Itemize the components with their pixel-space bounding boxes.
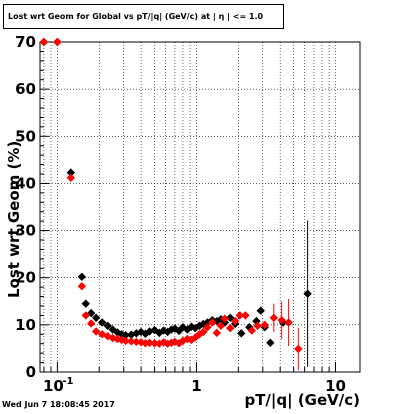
- data-point-black: [303, 289, 312, 298]
- data-point-red: [220, 314, 230, 323]
- axis-ticks: [40, 41, 337, 373]
- data-point-red: [97, 330, 107, 339]
- data-point-red: [226, 323, 235, 333]
- data-point-red: [284, 318, 293, 327]
- data-point-red: [253, 321, 262, 330]
- data-point-black: [103, 321, 112, 330]
- data-points: [39, 37, 312, 354]
- data-point-red: [247, 326, 256, 335]
- data-point-black: [237, 329, 246, 338]
- data-point-black: [132, 329, 141, 338]
- data-point-red: [39, 37, 49, 47]
- data-point-red: [53, 37, 62, 47]
- data-point-red: [231, 316, 240, 326]
- y-axis-label: Lost wrt Geom (%): [5, 141, 23, 298]
- data-point-black: [81, 299, 90, 308]
- data-point-red: [294, 344, 303, 354]
- data-point-red: [145, 338, 154, 347]
- grid: [40, 42, 360, 372]
- y-tick-label: 50: [15, 127, 36, 145]
- data-point-black: [266, 338, 275, 347]
- data-point-red: [212, 328, 221, 338]
- data-point-black: [113, 328, 122, 337]
- data-point-red: [199, 327, 208, 337]
- data-point-red: [216, 321, 226, 330]
- data-point-red: [260, 320, 269, 330]
- y-tick-label: 0: [26, 363, 36, 381]
- timestamp: Wed Jun 7 18:08:45 2017: [2, 400, 115, 409]
- data-point-red: [132, 337, 141, 347]
- data-point-black: [66, 168, 76, 177]
- data-point-red: [241, 311, 250, 320]
- data-point-red: [127, 337, 136, 346]
- data-point-black: [97, 318, 107, 327]
- data-point-red: [187, 335, 196, 345]
- data-point-red: [208, 318, 217, 327]
- data-point-red: [86, 319, 96, 328]
- data-point-red: [121, 336, 130, 346]
- x-axis-label: pT/|q| (GeV/c): [244, 391, 360, 410]
- data-point-red: [277, 315, 286, 325]
- data-point-red: [66, 173, 76, 182]
- data-point-red: [108, 333, 117, 343]
- data-point-black: [91, 313, 101, 322]
- x-tick-label: 1: [191, 377, 201, 395]
- plot-frame: [39, 41, 361, 373]
- data-point-red: [81, 311, 90, 320]
- y-tick-label: 40: [15, 174, 36, 192]
- data-point-black: [77, 272, 87, 281]
- x-tick-exponent: -1: [62, 376, 73, 387]
- y-tick-label: 70: [15, 33, 36, 51]
- y-tick-label: 60: [15, 80, 36, 98]
- x-tick-label: 10: [325, 377, 346, 395]
- y-tick-label: 30: [15, 222, 36, 240]
- data-point-red: [235, 311, 244, 320]
- data-point-red: [203, 323, 212, 332]
- chart-title: Lost wrt Geom for Global vs pT/|q| (GeV/…: [3, 4, 284, 29]
- data-point-black: [256, 306, 265, 315]
- data-point-black: [121, 331, 130, 340]
- y-tick-label: 20: [15, 269, 36, 287]
- y-tick-labels: 0 10 20 30 40 50 60 70: [15, 33, 36, 381]
- data-point-black: [150, 325, 159, 335]
- data-point-black: [187, 322, 196, 331]
- data-point-red: [91, 327, 101, 336]
- data-point-red: [150, 339, 159, 348]
- data-point-red: [77, 282, 87, 291]
- data-point-black: [203, 318, 212, 327]
- data-point-red: [113, 334, 122, 344]
- x-tick-labels: 10-1 1 10: [43, 376, 346, 395]
- error-bars: [273, 220, 309, 371]
- y-tick-label: 10: [15, 316, 36, 334]
- x-tick-label: 10: [43, 377, 64, 395]
- data-point-red: [269, 313, 279, 322]
